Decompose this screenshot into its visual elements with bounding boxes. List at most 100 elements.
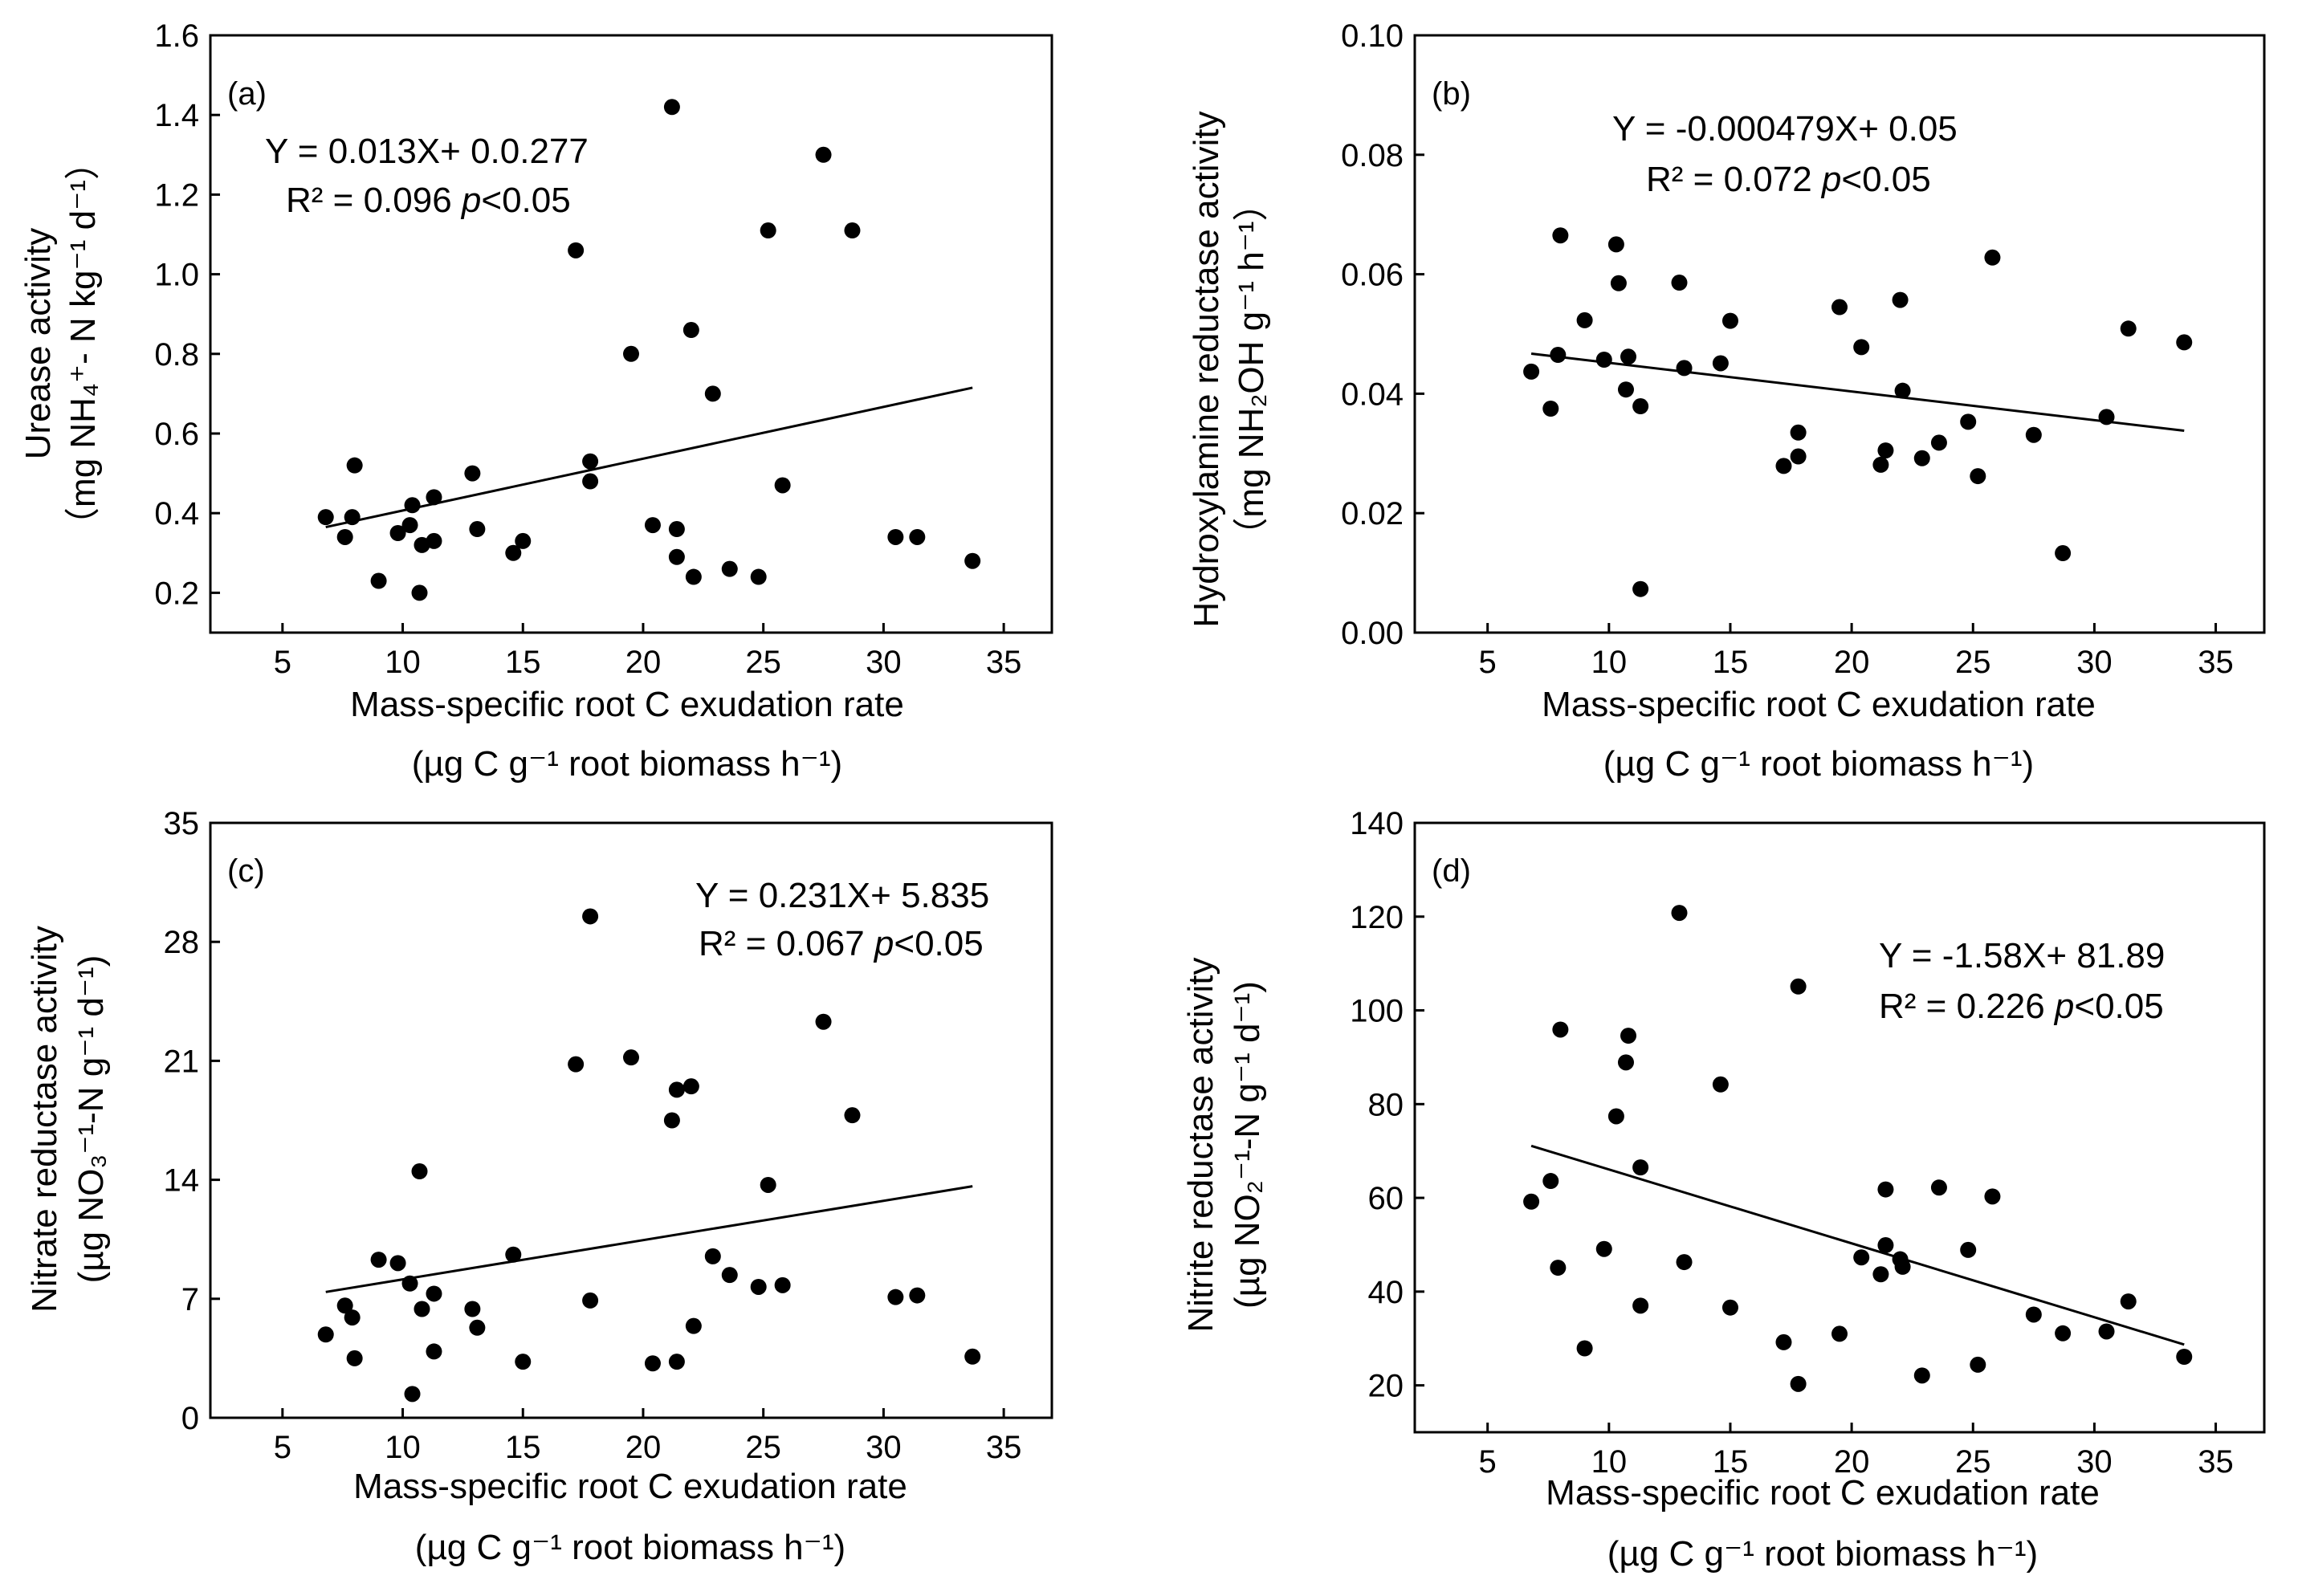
panel-d-data-point xyxy=(1676,1254,1693,1271)
panel-b-ytick-label: 0.04 xyxy=(1341,377,1404,412)
panel-d-data-point xyxy=(1930,1179,1947,1196)
panel-b-data-point xyxy=(1632,580,1649,597)
panel-d-data-point xyxy=(1721,1299,1738,1316)
panel-a-ytick-label: 0.4 xyxy=(154,496,199,531)
panel-b-xlabel: Mass-specific root C exudation rate xyxy=(1542,685,2096,724)
panel-c-xtick-label: 30 xyxy=(866,1430,902,1465)
panel-a-data-point xyxy=(623,345,639,362)
panel-b-data-point xyxy=(1892,291,1909,308)
panel-d-data-point xyxy=(1913,1367,1930,1384)
panel-b-data-point xyxy=(1671,275,1688,291)
panel-c-p-italic: p xyxy=(873,924,894,963)
panel-d-data-point xyxy=(1632,1159,1649,1176)
panel-c-data-point xyxy=(623,1049,639,1066)
panel-c-data-point xyxy=(668,1354,685,1370)
panel-d-equation: Y = -1.58X+ 81.89 xyxy=(1879,936,2165,975)
panel-c-data-point xyxy=(844,1107,861,1124)
panel-a-data-point xyxy=(344,509,361,526)
panel-a-data-point xyxy=(685,568,702,585)
panel-b-ytick-label: 0.08 xyxy=(1341,138,1404,173)
panel-b-data-point xyxy=(1894,382,1911,399)
panel-a-data-point xyxy=(411,584,428,601)
panel-b-data-point xyxy=(1552,227,1569,244)
panel-d-data-point xyxy=(1853,1249,1870,1266)
panel-d-data-point xyxy=(1632,1297,1649,1314)
panel-c-regression-line xyxy=(325,1185,973,1293)
panel-a-xtick-label: 25 xyxy=(745,645,781,680)
panel-a-data-point xyxy=(389,525,406,541)
panel-a-data-point xyxy=(774,477,791,494)
panel-b-ytick-label: 0.02 xyxy=(1341,496,1404,531)
panel-d-stats: R² = 0.226 p<0.05 xyxy=(1879,987,2164,1026)
panel-d-data-point xyxy=(2098,1323,2115,1340)
panel-b-data-point xyxy=(1550,347,1567,364)
panel-b-data-point xyxy=(1595,351,1612,368)
panel-a-stats: R² = 0.096 p<0.05 xyxy=(286,181,571,220)
panel-c-data-point xyxy=(582,908,599,925)
panel-a-data-point xyxy=(568,242,585,259)
panel-d-data-point xyxy=(2176,1349,2193,1366)
panel-c-xtick-label: 15 xyxy=(505,1430,541,1465)
panel-c-data-point xyxy=(505,1246,522,1263)
panel-d-ytick-label: 80 xyxy=(1368,1087,1404,1122)
panel-c-data-point xyxy=(750,1278,767,1295)
panel-a-p-value: <0.05 xyxy=(481,181,570,220)
panel-a-data-point xyxy=(909,528,926,545)
panel-b-data-point xyxy=(1790,448,1807,465)
panel-c-data-point xyxy=(469,1319,486,1336)
panel-c-data-point xyxy=(317,1326,334,1343)
panel-b-data-point xyxy=(1960,413,1977,430)
panel-a-regression-line xyxy=(325,386,973,529)
panel-a-data-point xyxy=(469,521,486,538)
panel-b-data-point xyxy=(1775,458,1792,474)
panel-a-xtick-label: 15 xyxy=(505,645,541,680)
panel-a-data-point xyxy=(750,568,767,585)
panel-d-data-point xyxy=(1872,1266,1889,1283)
panel-d-data-point xyxy=(2120,1293,2137,1310)
panel-d-xlabel-units: (µg C g⁻¹ root biomass h⁻¹) xyxy=(1607,1534,2038,1574)
panel-a-data-point xyxy=(426,489,442,506)
panel-b-data-point xyxy=(2120,320,2137,337)
panel-c-data-point xyxy=(682,1078,699,1095)
panel-b-data-point xyxy=(1970,468,1986,485)
panel-d-xtick-label: 35 xyxy=(2198,1444,2234,1480)
panel-b-data-point xyxy=(2176,334,2193,351)
panel-d-xtick-label: 15 xyxy=(1713,1444,1749,1480)
panel-a-data-point xyxy=(668,521,685,538)
panel-c-ylabel-units: (µg NO₃⁻¹-N g⁻¹ d⁻¹) xyxy=(71,955,111,1284)
panel-b-xtick-label: 35 xyxy=(2198,645,2234,680)
panel-d-data-point xyxy=(1831,1325,1848,1342)
panel-c-r2: R² = 0.067 xyxy=(699,924,874,963)
panel-b-data-point xyxy=(1721,312,1738,329)
panel-b-data-point xyxy=(1576,311,1593,328)
panel-b-data-point xyxy=(1610,275,1627,291)
panel-a-data-point xyxy=(515,532,532,549)
panel-a-data-point xyxy=(887,528,904,545)
panel-b-data-point xyxy=(1984,249,2001,266)
panel-d-letter: (d) xyxy=(1432,853,1471,889)
panel-c-data-point xyxy=(685,1317,702,1334)
panel-c-data-point xyxy=(414,1301,430,1317)
panel-a-ytick-label: 1.2 xyxy=(154,177,199,213)
panel-a-data-point xyxy=(644,517,661,534)
panel-d-data-point xyxy=(1617,1054,1634,1071)
panel-d-data-point xyxy=(1790,978,1807,995)
panel-d-xtick-label: 20 xyxy=(1834,1444,1870,1480)
panel-a-data-point xyxy=(815,146,832,163)
panel-a-ylabel-units: （mg NH₄⁺- N kg⁻¹ d⁻¹） xyxy=(63,145,103,543)
panel-b-xtick-label: 20 xyxy=(1834,645,1870,680)
panel-c-data-point xyxy=(774,1276,791,1293)
panel-d-data-point xyxy=(1877,1181,1894,1198)
panel-b-p-italic: p xyxy=(1820,160,1841,199)
panel-d-data-point xyxy=(1552,1021,1569,1038)
panel-a-data-point xyxy=(668,548,685,565)
panel-d-data-point xyxy=(1595,1240,1612,1257)
panel-d-data-point xyxy=(1620,1028,1637,1044)
panel-c-data-point xyxy=(344,1309,361,1326)
panel-b: (b) Y = -0.000479X+ 0.05 R² = 0.072 p<0.… xyxy=(1187,18,2266,784)
panel-d-data-point xyxy=(1894,1258,1911,1275)
panel-a-ytick-label: 0.2 xyxy=(154,576,199,611)
panel-b-data-point xyxy=(1853,339,1870,356)
panel-a-data-point xyxy=(370,572,387,589)
panel-c-data-point xyxy=(964,1348,981,1365)
